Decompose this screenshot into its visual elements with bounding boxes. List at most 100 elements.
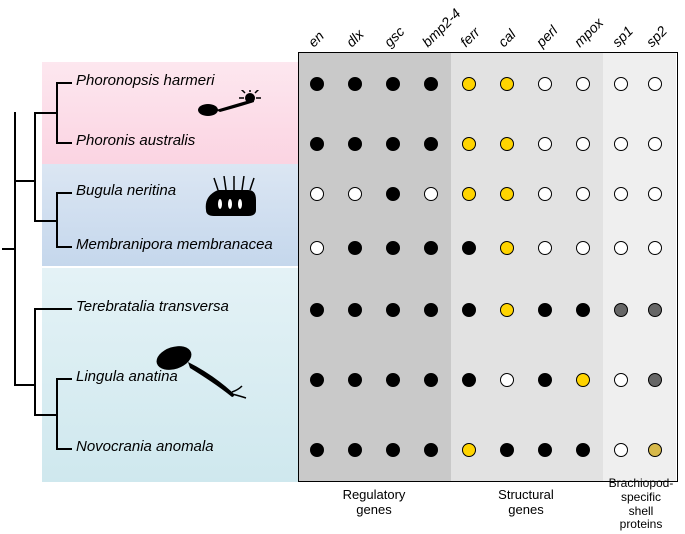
tree-line bbox=[14, 180, 34, 182]
dot bbox=[386, 303, 400, 317]
tree-line bbox=[34, 414, 56, 416]
dot bbox=[648, 241, 662, 255]
tree-line bbox=[56, 82, 72, 84]
dot bbox=[500, 187, 514, 201]
group-bg-regulatory bbox=[299, 53, 451, 481]
dot bbox=[462, 443, 476, 457]
dot bbox=[614, 77, 628, 91]
tree-line bbox=[34, 308, 72, 310]
group-label-regulatory: Regulatorygenes bbox=[298, 488, 450, 518]
dot bbox=[576, 77, 590, 91]
dot bbox=[348, 77, 362, 91]
dot bbox=[576, 241, 590, 255]
column-header: dlx bbox=[343, 26, 367, 50]
tree-line bbox=[56, 142, 72, 144]
dot bbox=[648, 373, 662, 387]
dot bbox=[614, 443, 628, 457]
dot bbox=[538, 241, 552, 255]
dot bbox=[462, 77, 476, 91]
dot bbox=[424, 241, 438, 255]
tree-line bbox=[56, 192, 58, 248]
dot bbox=[424, 77, 438, 91]
dot bbox=[576, 443, 590, 457]
matrix-row bbox=[299, 373, 677, 387]
dot bbox=[500, 443, 514, 457]
dot bbox=[348, 241, 362, 255]
dot bbox=[462, 373, 476, 387]
dot bbox=[310, 303, 324, 317]
tree-line bbox=[56, 378, 58, 450]
dot bbox=[386, 443, 400, 457]
dot bbox=[614, 373, 628, 387]
dot bbox=[424, 137, 438, 151]
dot bbox=[500, 241, 514, 255]
dot bbox=[310, 373, 324, 387]
dot bbox=[538, 303, 552, 317]
species-label: Phoronis australis bbox=[76, 132, 195, 149]
dot bbox=[538, 443, 552, 457]
dot bbox=[348, 303, 362, 317]
dot bbox=[538, 187, 552, 201]
matrix-row bbox=[299, 77, 677, 91]
dot bbox=[614, 137, 628, 151]
dot bbox=[614, 241, 628, 255]
tree-line bbox=[56, 82, 58, 144]
matrix-row bbox=[299, 303, 677, 317]
species-label: Novocrania anomala bbox=[76, 438, 214, 455]
tree-line bbox=[14, 384, 34, 386]
dot bbox=[538, 137, 552, 151]
dot bbox=[310, 77, 324, 91]
column-header: bmp2-4 bbox=[419, 5, 464, 50]
dot bbox=[462, 187, 476, 201]
column-header: en bbox=[305, 28, 327, 50]
dot bbox=[348, 187, 362, 201]
dot bbox=[386, 241, 400, 255]
tree-line bbox=[34, 220, 56, 222]
column-header: mpox bbox=[571, 14, 607, 50]
dot bbox=[648, 137, 662, 151]
dot bbox=[648, 303, 662, 317]
dot bbox=[386, 77, 400, 91]
dot bbox=[348, 373, 362, 387]
species-label: Lingula anatina bbox=[76, 368, 178, 385]
tree-line bbox=[14, 112, 16, 386]
dot bbox=[462, 137, 476, 151]
species-label: Bugula neritina bbox=[76, 182, 176, 199]
dot bbox=[648, 187, 662, 201]
dot bbox=[500, 373, 514, 387]
dot bbox=[424, 303, 438, 317]
dot bbox=[386, 137, 400, 151]
tree-line bbox=[56, 378, 72, 380]
dot bbox=[310, 241, 324, 255]
dot bbox=[348, 137, 362, 151]
column-header: cal bbox=[495, 26, 519, 50]
dot bbox=[462, 241, 476, 255]
dot bbox=[576, 187, 590, 201]
dot bbox=[538, 373, 552, 387]
dot bbox=[576, 137, 590, 151]
species-label: Terebratalia transversa bbox=[76, 298, 229, 315]
silhouette-bryozoan-icon bbox=[200, 176, 262, 218]
column-header: sp2 bbox=[643, 23, 670, 50]
tree-line bbox=[56, 448, 72, 450]
species-label: Phoronopsis harmeri bbox=[76, 72, 214, 89]
dot bbox=[500, 77, 514, 91]
dot bbox=[500, 303, 514, 317]
dot bbox=[310, 443, 324, 457]
dot-matrix bbox=[298, 52, 678, 482]
silhouette-phoronid-icon bbox=[190, 90, 268, 126]
tree-line bbox=[56, 192, 72, 194]
dot bbox=[424, 443, 438, 457]
dot bbox=[310, 187, 324, 201]
column-header: perl bbox=[533, 22, 561, 50]
matrix-row bbox=[299, 443, 677, 457]
species-label: Membranipora membranacea bbox=[76, 236, 273, 253]
matrix-row bbox=[299, 241, 677, 255]
column-header: sp1 bbox=[609, 23, 636, 50]
group-bg-structural bbox=[451, 53, 603, 481]
tree-line bbox=[34, 308, 36, 416]
dot bbox=[386, 187, 400, 201]
dot bbox=[348, 443, 362, 457]
dot bbox=[424, 187, 438, 201]
column-header: gsc bbox=[381, 23, 408, 50]
